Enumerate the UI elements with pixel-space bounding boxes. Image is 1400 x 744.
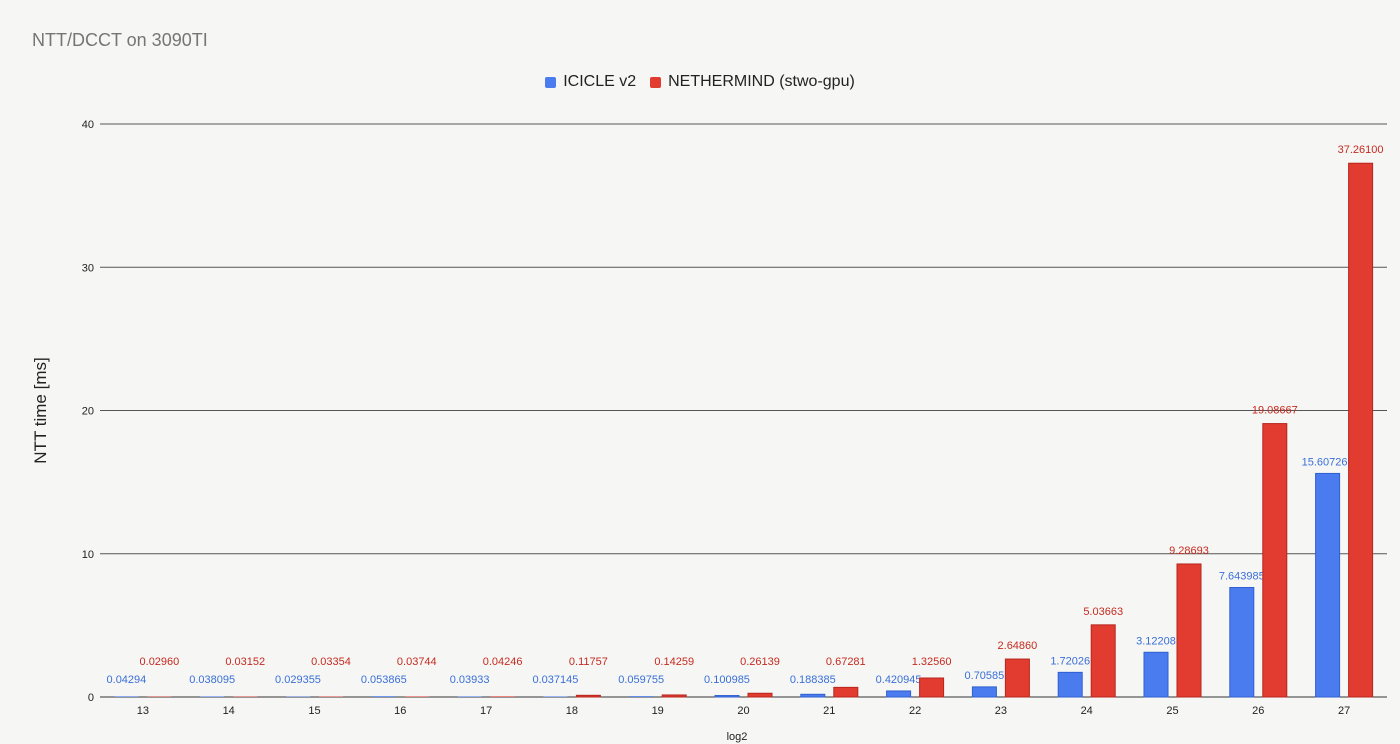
y-tick-label: 30 <box>82 262 94 274</box>
data-label-icicle: 0.04294 <box>107 674 147 686</box>
y-axis-title: NTT time [ms] <box>31 357 50 463</box>
bar-nethermind <box>1004 658 1030 698</box>
data-label-nethermind: 1.32560 <box>912 656 952 668</box>
data-label-nethermind: 0.14259 <box>654 656 694 668</box>
data-label-icicle: 1.72026 <box>1050 655 1090 667</box>
data-label-icicle: 3.12208 <box>1136 635 1176 647</box>
bar-icicle <box>1229 586 1255 698</box>
data-label-icicle: 0.420945 <box>876 674 922 686</box>
bar-icicle <box>714 695 740 698</box>
x-tick-label: 19 <box>652 705 664 717</box>
bar-nethermind <box>1176 563 1202 698</box>
data-label-icicle: 0.029355 <box>275 674 321 686</box>
bar-icicle <box>1315 472 1341 698</box>
bar-nethermind <box>661 694 687 698</box>
data-label-nethermind: 0.03152 <box>225 656 265 668</box>
bar-icicle <box>457 696 482 697</box>
data-label-icicle: 0.053865 <box>361 674 407 686</box>
legend-swatch-icicle <box>545 76 557 88</box>
y-tick-label: 0 <box>88 692 94 704</box>
data-label-nethermind: 0.67281 <box>826 656 866 668</box>
bar-nethermind <box>919 677 945 698</box>
data-label-nethermind: 0.03744 <box>397 656 437 668</box>
data-label-icicle: 0.100985 <box>704 674 750 686</box>
bar-icicle <box>543 696 568 697</box>
data-label-nethermind: 2.64860 <box>998 640 1038 652</box>
x-tick-label: 16 <box>394 705 406 717</box>
y-tick-label: 20 <box>82 406 94 418</box>
data-label-icicle: 0.03933 <box>450 674 490 686</box>
bar-icicle <box>371 696 396 697</box>
bar-nethermind <box>747 692 773 698</box>
bar-icicle <box>1143 651 1169 698</box>
bar-nethermind <box>1090 624 1116 698</box>
data-label-nethermind: 0.03354 <box>311 656 351 668</box>
data-label-nethermind: 5.03663 <box>1083 606 1123 618</box>
bar-icicle <box>629 696 654 697</box>
data-label-icicle: 0.037145 <box>532 674 578 686</box>
data-label-nethermind: 9.28693 <box>1169 545 1209 557</box>
legend-item-icicle[interactable]: ICICLE v2 <box>545 73 636 91</box>
chart-title: NTT/DCCT on 3090TI <box>32 30 208 50</box>
data-label-icicle: 0.188385 <box>790 674 836 686</box>
x-tick-label: 13 <box>137 705 149 717</box>
x-tick-label: 21 <box>823 705 835 717</box>
y-tick-label: 40 <box>82 119 94 131</box>
data-label-nethermind: 0.04246 <box>483 656 523 668</box>
y-tick-label: 10 <box>82 549 94 561</box>
x-tick-label: 14 <box>223 705 235 717</box>
bar-icicle <box>1057 671 1083 698</box>
bar-nethermind <box>575 694 601 698</box>
x-tick-label: 22 <box>909 705 921 717</box>
data-label-icicle: 0.70585 <box>965 670 1005 682</box>
data-label-nethermind: 0.02960 <box>140 656 180 668</box>
bar-icicle <box>971 686 997 698</box>
bar-nethermind <box>1348 162 1374 698</box>
x-axis-title: log2 <box>727 731 748 743</box>
x-tick-label: 23 <box>995 705 1007 717</box>
data-label-nethermind: 37.26100 <box>1338 144 1384 156</box>
data-label-icicle: 15.607265 <box>1302 456 1354 468</box>
x-tick-label: 15 <box>308 705 320 717</box>
legend-label-icicle: ICICLE v2 <box>563 73 637 90</box>
x-tick-label: 18 <box>566 705 578 717</box>
data-label-nethermind: 0.26139 <box>740 656 780 668</box>
data-label-icicle: 0.038095 <box>189 674 235 686</box>
bar-icicle <box>200 696 225 697</box>
bar-nethermind <box>404 696 429 697</box>
data-label-nethermind: 0.11757 <box>569 656 608 668</box>
data-label-icicle: 0.059755 <box>618 674 664 686</box>
data-label-icicle: 7.643985 <box>1219 570 1265 582</box>
x-tick-label: 26 <box>1252 705 1264 717</box>
x-tick-label: 20 <box>737 705 749 717</box>
legend: ICICLE v2 NETHERMIND (stwo-gpu) <box>0 73 1400 91</box>
legend-item-nethermind[interactable]: NETHERMIND (stwo-gpu) <box>650 73 855 91</box>
x-tick-label: 27 <box>1338 705 1350 717</box>
bar-nethermind <box>1262 423 1288 698</box>
data-label-nethermind: 19.08667 <box>1252 405 1298 417</box>
x-tick-label: 25 <box>1166 705 1178 717</box>
legend-label-nethermind: NETHERMIND (stwo-gpu) <box>668 73 855 90</box>
bar-nethermind <box>833 686 859 698</box>
bar-icicle <box>800 693 826 698</box>
bar-icicle <box>886 690 912 698</box>
bar-icicle <box>114 696 139 697</box>
legend-swatch-nethermind <box>650 76 662 88</box>
bar-nethermind <box>490 696 515 697</box>
x-tick-label: 17 <box>480 705 492 717</box>
x-tick-label: 24 <box>1081 705 1093 717</box>
